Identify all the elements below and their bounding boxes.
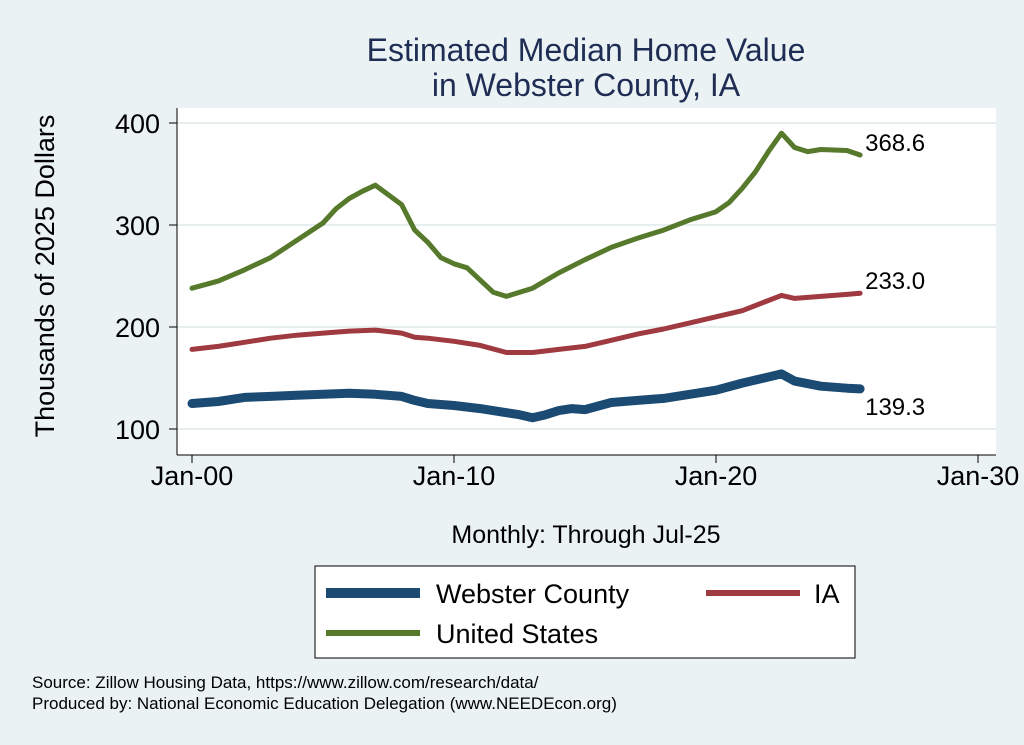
y-tick-label: 300	[115, 211, 160, 241]
legend-box	[314, 565, 856, 659]
series-line-ia	[189, 290, 863, 355]
end-label-united-states: 368.6	[865, 130, 925, 157]
y-axis: 100 200 300 400	[115, 108, 178, 455]
y-tick-label: 400	[115, 109, 160, 139]
y-tick-label: 100	[115, 415, 160, 445]
series-line-webster-county	[187, 369, 865, 423]
end-label-ia: 233.0	[865, 268, 925, 295]
end-labels: 139.3 233.0 368.6	[865, 130, 925, 421]
y-axis-label: Thousands of 2025 Dollars	[30, 115, 60, 438]
grid	[177, 122, 996, 430]
producer-line: Produced by: National Economic Education…	[32, 694, 617, 713]
chart-title-line1: Estimated Median Home Value	[367, 32, 806, 68]
source-line: Source: Zillow Housing Data, https://www…	[32, 673, 539, 692]
y-tick-label: 200	[115, 313, 160, 343]
series-line-united-states	[189, 130, 863, 299]
x-axis-label: Monthly: Through Jul-25	[451, 521, 720, 549]
x-tick-label: Jan-30	[937, 461, 1020, 491]
series-lines	[187, 130, 865, 423]
legend: Webster County IA United States	[314, 565, 856, 659]
x-tick-label: Jan-20	[675, 461, 758, 491]
legend-label-ia: IA	[814, 579, 840, 609]
legend-label-webster-county: Webster County	[436, 579, 630, 609]
chart-title-line2: in Webster County, IA	[432, 67, 741, 103]
x-tick-label: Jan-10	[413, 461, 496, 491]
x-tick-label: Jan-00	[151, 461, 234, 491]
legend-label-united-states: United States	[436, 619, 598, 649]
x-axis: Jan-00 Jan-10 Jan-20 Jan-30	[151, 454, 1020, 491]
end-label-webster-county: 139.3	[865, 394, 925, 421]
